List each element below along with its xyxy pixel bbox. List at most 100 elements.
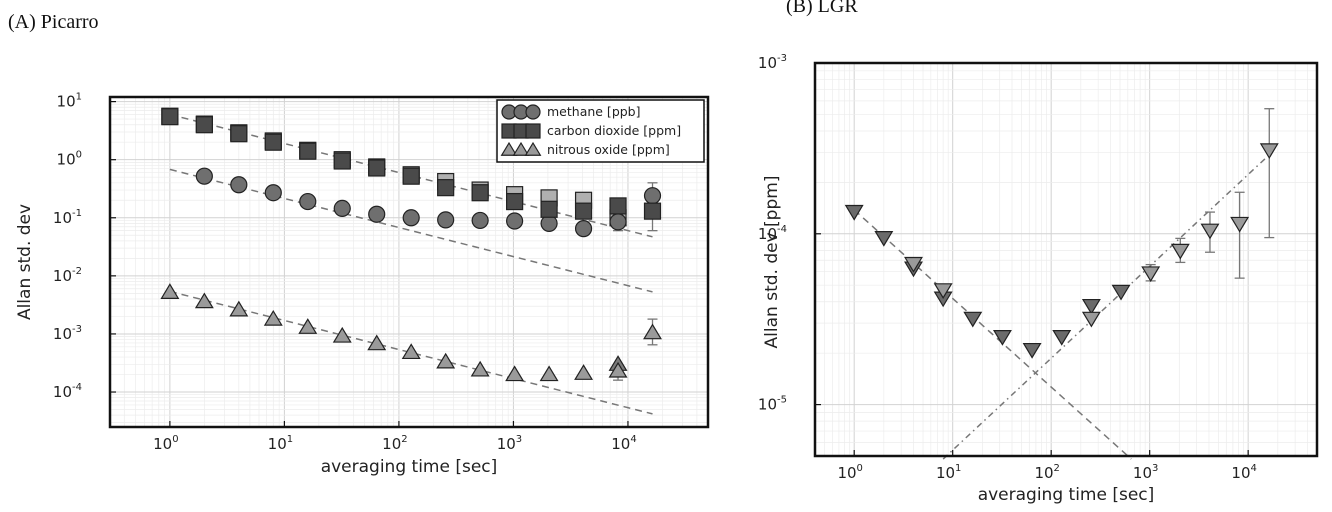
data-point-triangle-down <box>874 230 894 247</box>
panel-a-title: (A) Picarro <box>8 11 99 33</box>
x-tick-label: 103 <box>497 434 522 453</box>
y-tick-label: 10-3 <box>53 324 82 343</box>
panel-b-y-axis-label: Allan std. dev [ppm] <box>762 176 782 349</box>
data-point-circle <box>402 209 420 227</box>
data-point-circle <box>506 212 524 230</box>
y-tick-label: 100 <box>57 150 82 169</box>
x-tick-label: 100 <box>153 434 178 453</box>
x-tick-label: 100 <box>837 463 862 482</box>
data-point-square <box>402 167 420 185</box>
data-point-triangle-up <box>470 360 490 377</box>
panel-a-data-points <box>160 107 662 382</box>
legend-marker-triangle-up <box>512 141 530 156</box>
legend-marker-square <box>525 123 541 139</box>
y-tick-label: 10-3 <box>758 53 787 72</box>
panel-b-fit-lines <box>853 154 1270 460</box>
data-point-circle <box>264 184 282 202</box>
data-point-square <box>161 108 179 126</box>
panel-a-legend: methane [ppb] carbon dioxide [ppm] nitrous… <box>496 99 705 163</box>
data-point-triangle-up <box>539 365 559 382</box>
data-point-circle <box>471 211 489 230</box>
data-point-square <box>333 152 351 170</box>
panel-b-plot-frame <box>813 61 1319 458</box>
legend-marker-circle <box>525 104 541 120</box>
data-point-triangle-up <box>401 343 421 360</box>
data-point-triangle-up <box>367 334 387 351</box>
data-point-square <box>574 202 593 220</box>
data-point-square <box>540 200 558 218</box>
panel-b-plot-background <box>815 63 1317 456</box>
data-point-triangle-up <box>574 364 594 380</box>
data-point-circle <box>333 199 351 217</box>
x-tick-label: 102 <box>382 434 407 453</box>
data-point-triangle-down <box>1022 342 1042 359</box>
x-tick-label: 102 <box>1034 463 1059 482</box>
x-tick-label: 101 <box>268 434 293 453</box>
fit-line <box>169 290 653 415</box>
data-point-triangle-up <box>229 300 249 317</box>
panel-b-lgr: (B) LGR 100 101 102 103 104 10-310-410-5 ave… <box>758 0 1319 505</box>
data-point-square <box>506 192 524 211</box>
data-point-square <box>609 197 627 215</box>
panel-a-x-axis-label: averaging time [sec] <box>321 457 498 477</box>
data-point-square <box>264 133 282 151</box>
data-point-square <box>299 142 317 160</box>
legend-marker-triangle-up <box>524 141 542 156</box>
data-point-triangle-up <box>436 352 456 369</box>
data-point-triangle-up <box>505 365 525 382</box>
data-point-square <box>195 116 213 134</box>
y-tick-label: 10-4 <box>53 382 82 401</box>
y-tick-label: 10-2 <box>53 266 82 285</box>
panel-b-data-points <box>844 143 1279 359</box>
y-tick-label: 10-5 <box>758 395 787 414</box>
data-point-circle <box>368 205 386 223</box>
data-point-circle <box>574 220 593 238</box>
data-point-triangle-down <box>1200 223 1220 240</box>
data-point-circle <box>230 176 248 194</box>
data-point-triangle-down <box>1081 298 1101 315</box>
data-point-triangle-down <box>904 256 923 273</box>
data-point-triangle-down <box>1141 266 1161 283</box>
x-tick-label: 101 <box>936 463 961 482</box>
legend-label: methane [ppb] <box>547 104 641 119</box>
panel-a-y-ticks: 101 100 10-1 10-2 10-3 10-4 <box>53 92 116 401</box>
y-tick-label: 10-1 <box>53 208 82 227</box>
panel-a-picarro: (A) Picarro methane [ppb] carbon dioxide … <box>8 11 710 477</box>
data-point-triangle-down <box>1111 284 1131 301</box>
data-point-triangle-up <box>194 292 214 309</box>
data-point-triangle-up <box>608 361 628 378</box>
data-point-triangle-up <box>160 283 180 299</box>
data-point-square <box>471 184 489 202</box>
x-tick-label: 104 <box>611 434 636 453</box>
panel-a-plot-frame <box>108 95 710 429</box>
data-point-triangle-down <box>1081 311 1101 328</box>
data-point-circle <box>299 192 317 211</box>
data-point-triangle-down <box>1259 143 1279 160</box>
data-point-triangle-down <box>1052 330 1072 346</box>
fit-line <box>169 113 653 238</box>
fit-line <box>942 154 1270 460</box>
data-point-triangle-down <box>992 330 1012 346</box>
data-point-circle <box>195 167 213 185</box>
legend-label: carbon dioxide [ppm] <box>547 123 681 138</box>
data-point-square <box>437 179 455 197</box>
legend-marker-triangle-up <box>500 141 518 156</box>
panel-b-x-axis-label: averaging time [sec] <box>978 485 1155 505</box>
data-point-triangle-up <box>643 323 662 340</box>
data-point-triangle-down <box>1170 243 1190 260</box>
legend-label: nitrous oxide [ppm] <box>547 142 670 157</box>
y-tick-label: 101 <box>57 92 82 111</box>
x-tick-label: 104 <box>1231 463 1256 482</box>
data-point-triangle-down <box>844 204 864 221</box>
data-point-triangle-down <box>1230 216 1250 233</box>
data-point-square <box>643 202 662 220</box>
data-point-triangle-up <box>332 326 352 343</box>
x-tick-label: 103 <box>1133 463 1158 482</box>
data-point-triangle-down <box>963 311 983 328</box>
data-point-triangle-down <box>933 283 953 299</box>
data-point-circle <box>609 213 627 231</box>
data-point-square <box>368 159 386 177</box>
panel-b-title: (B) LGR <box>786 0 858 17</box>
fit-line <box>169 168 653 293</box>
